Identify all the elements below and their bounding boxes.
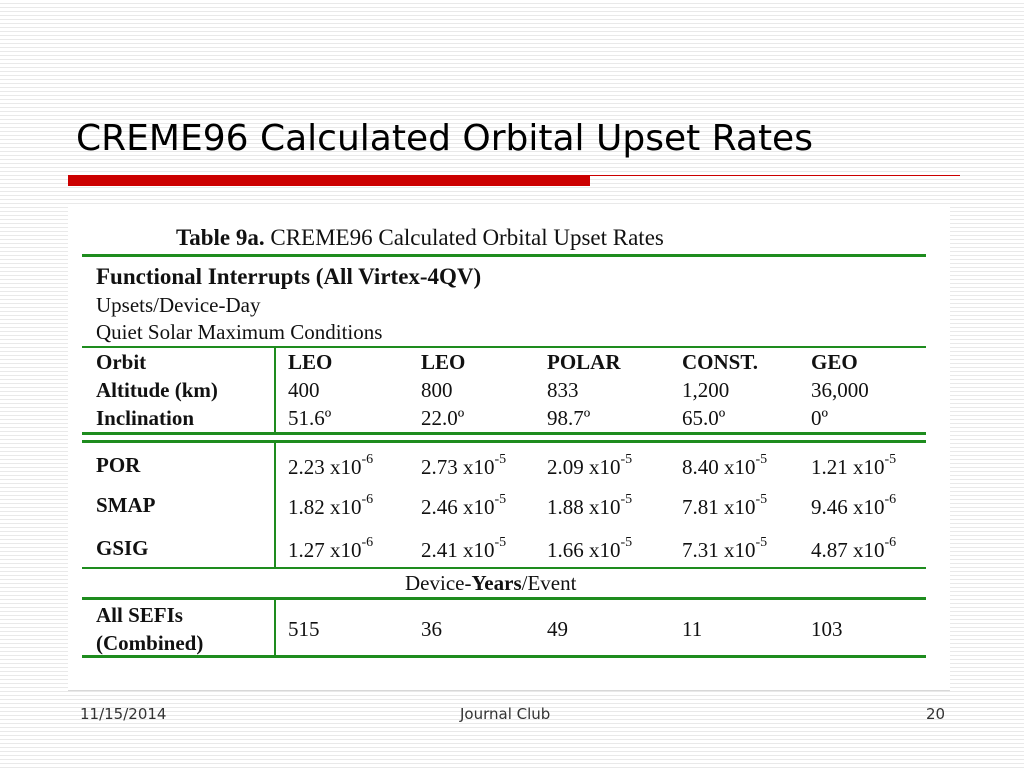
units-subtitle: Upsets/Device-Day — [96, 293, 261, 317]
rate-exponent: -5 — [755, 535, 768, 550]
header-rule — [82, 346, 926, 348]
sefi-value-cell: 36 — [421, 617, 442, 641]
altitude-cell: 400 — [288, 378, 320, 402]
rate-mantissa: 1.66 x10 — [547, 538, 621, 562]
altitude-cell: 36,000 — [811, 378, 869, 402]
rate-exponent: -5 — [620, 492, 633, 507]
altitude-cell: 833 — [547, 378, 579, 402]
rate-cell: 9.46 x10-6 — [811, 492, 897, 520]
table-bottom-rule — [82, 655, 926, 658]
sefi-label-combined: (Combined) — [96, 631, 204, 655]
inclination-cell: 22.0º — [421, 406, 465, 430]
orbit-cell: POLAR — [547, 350, 621, 374]
rate-row-label: GSIG — [96, 536, 149, 560]
column-divider-sefi — [274, 599, 276, 656]
table-top-rule — [82, 254, 926, 257]
rate-cell: 1.27 x10-6 — [288, 535, 374, 563]
rate-cell: 7.31 x10-5 — [682, 535, 768, 563]
table-caption: Table 9a. CREME96 Calculated Orbital Ups… — [176, 225, 664, 250]
orbit-cell: LEO — [288, 350, 333, 374]
rate-cell: 2.09 x10-5 — [547, 452, 633, 480]
altitude-cell: 1,200 — [682, 378, 730, 402]
sefi-value-cell: 11 — [682, 617, 703, 641]
rate-mantissa: 1.88 x10 — [547, 495, 621, 519]
orbit-cell: GEO — [811, 350, 858, 374]
orbit-cell: LEO — [421, 350, 466, 374]
rate-cell: 8.40 x10-5 — [682, 452, 768, 480]
inclination-cell: 0º — [811, 406, 829, 430]
footer-page-number: 20 — [926, 705, 946, 723]
rate-exponent: -6 — [884, 535, 897, 550]
slide-title: CREME96 Calculated Orbital Upset Rates — [76, 118, 813, 159]
rate-exponent: -6 — [361, 452, 374, 467]
orbit-label: Orbit — [96, 350, 147, 374]
rate-cell: 2.23 x10-6 — [288, 452, 374, 480]
rate-mantissa: 7.31 x10 — [682, 538, 756, 562]
upset-rate-table: Table 9a. CREME96 Calculated Orbital Ups… — [68, 206, 950, 691]
rate-row-label: SMAP — [96, 493, 156, 517]
rate-mantissa: 9.46 x10 — [811, 495, 885, 519]
sefi-value-cell: 103 — [811, 617, 843, 641]
rate-mantissa: 8.40 x10 — [682, 455, 756, 479]
rate-cell: 1.21 x10-5 — [811, 452, 897, 480]
rate-cell: 1.66 x10-5 — [547, 535, 633, 563]
rate-exponent: -6 — [361, 535, 374, 550]
footer-title: Journal Club — [460, 705, 551, 723]
rate-exponent: -5 — [494, 535, 507, 550]
rate-row-label: POR — [96, 453, 141, 477]
inclination-label: Inclination — [96, 406, 195, 430]
rate-exponent: -5 — [494, 452, 507, 467]
rate-exponent: -5 — [620, 452, 633, 467]
altitude-label: Altitude (km) — [96, 378, 218, 402]
rate-exponent: -5 — [494, 492, 507, 507]
sefi-value-cell: 515 — [288, 617, 320, 641]
rate-cell: 1.88 x10-5 — [547, 492, 633, 520]
header-bottom-rule-1 — [82, 432, 926, 435]
rate-exponent: -5 — [755, 492, 768, 507]
footer-date: 11/15/2014 — [80, 705, 167, 723]
title-underline-thick — [68, 175, 590, 186]
rate-exponent: -6 — [884, 492, 897, 507]
rate-mantissa: 2.23 x10 — [288, 455, 362, 479]
rate-mantissa: 1.82 x10 — [288, 495, 362, 519]
inclination-cell: 98.7º — [547, 406, 591, 430]
title-underline-thin — [590, 175, 960, 176]
rate-cell: 4.87 x10-6 — [811, 535, 897, 563]
inclination-cell: 51.6º — [288, 406, 332, 430]
column-divider-header — [274, 347, 276, 433]
rate-cell: 1.82 x10-6 — [288, 492, 374, 520]
rate-mantissa: 2.73 x10 — [421, 455, 495, 479]
orbit-cell: CONST. — [682, 350, 759, 374]
rate-cell: 7.81 x10-5 — [682, 492, 768, 520]
rate-mantissa: 1.21 x10 — [811, 455, 885, 479]
rate-exponent: -5 — [620, 535, 633, 550]
sefi-label: All SEFIs — [96, 603, 183, 627]
rate-cell: 2.73 x10-5 — [421, 452, 507, 480]
device-years-label: Device-Years/Event — [405, 571, 577, 595]
header-bottom-rule-2 — [82, 440, 926, 443]
mid-rule-bottom — [82, 597, 926, 600]
rate-exponent: -5 — [755, 452, 768, 467]
rate-exponent: -5 — [884, 452, 897, 467]
rate-mantissa: 2.41 x10 — [421, 538, 495, 562]
rate-cell: 2.46 x10-5 — [421, 492, 507, 520]
rate-mantissa: 7.81 x10 — [682, 495, 756, 519]
rate-exponent: -6 — [361, 492, 374, 507]
mid-rule-top — [82, 567, 926, 569]
rate-mantissa: 2.46 x10 — [421, 495, 495, 519]
rate-mantissa: 2.09 x10 — [547, 455, 621, 479]
rate-mantissa: 1.27 x10 — [288, 538, 362, 562]
rate-cell: 2.41 x10-5 — [421, 535, 507, 563]
inclination-cell: 65.0º — [682, 406, 726, 430]
conditions-subtitle: Quiet Solar Maximum Conditions — [96, 320, 383, 344]
column-divider-rates — [274, 442, 276, 568]
rate-mantissa: 4.87 x10 — [811, 538, 885, 562]
sefi-value-cell: 49 — [547, 617, 568, 641]
altitude-cell: 800 — [421, 378, 453, 402]
section-title: Functional Interrupts (All Virtex-4QV) — [96, 264, 482, 289]
